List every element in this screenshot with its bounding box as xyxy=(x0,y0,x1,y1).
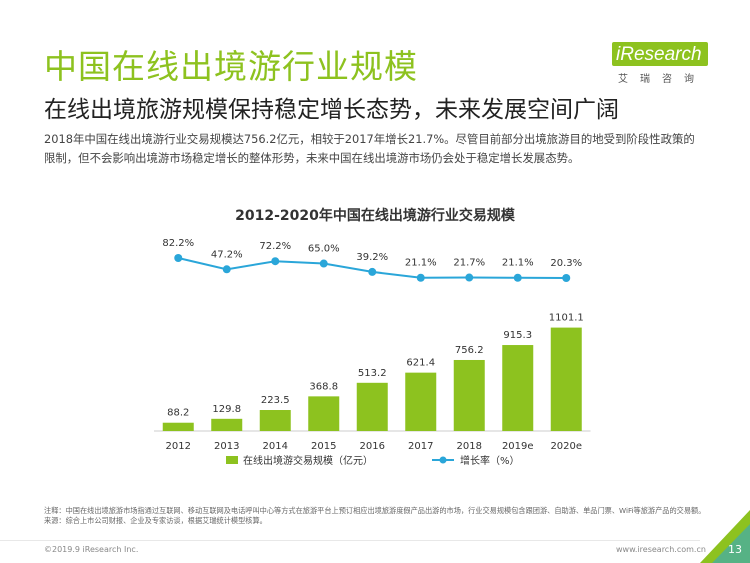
growth-value-label: 21.1% xyxy=(502,258,534,269)
bar-value-label: 1101.1 xyxy=(549,313,584,324)
x-tick-label: 2017 xyxy=(408,441,433,452)
bar xyxy=(550,327,582,431)
x-tick-label: 2020e xyxy=(550,441,582,452)
legend-line-marker xyxy=(439,456,447,464)
bar-value-label: 88.2 xyxy=(167,408,189,419)
description-text: 2018年中国在线出境游行业交易规模达756.2亿元，相较于2017年增长21.… xyxy=(44,132,695,165)
growth-point xyxy=(368,267,377,276)
bar-value-label: 621.4 xyxy=(406,358,435,369)
page-title: 中国在线出境游行业规模 xyxy=(44,47,418,86)
bar-value-label: 915.3 xyxy=(503,330,532,341)
bar xyxy=(259,410,291,431)
copyright: ©2019.9 iResearch Inc. xyxy=(44,545,139,554)
growth-point xyxy=(562,274,571,282)
growth-point xyxy=(513,273,522,282)
iresearch-logo: iResearch 艾瑞咨询 xyxy=(612,36,712,85)
growth-point xyxy=(222,265,231,274)
legend-bar-swatch xyxy=(226,456,238,464)
growth-value-label: 65.0% xyxy=(308,244,340,255)
growth-value-label: 39.2% xyxy=(356,252,388,263)
growth-point xyxy=(271,257,280,266)
footer-divider xyxy=(0,540,700,541)
page-number: 13 xyxy=(728,543,742,556)
footnote-source: 来源：综合上市公司财报、企业及专家访谈，根据艾瑞统计模型核算。 xyxy=(44,516,267,525)
footnote: 注释：中国在线出境旅游市场指通过互联网、移动互联网及电话呼叫中心等方式在旅游平台… xyxy=(44,506,714,526)
x-tick-label: 2013 xyxy=(214,441,239,452)
chart: 88.2 2012 129.8 2013 223.5 2014 368.8 2015 513.2… xyxy=(154,238,591,467)
growth-value-label: 82.2% xyxy=(162,238,194,249)
logo-subtitle: 艾瑞咨询 xyxy=(618,74,706,85)
x-tick-label: 2016 xyxy=(360,441,385,452)
growth-value-label: 21.1% xyxy=(405,258,437,269)
growth-value-label: 72.2% xyxy=(259,241,291,252)
bar-value-label: 129.8 xyxy=(212,404,241,415)
growth-point xyxy=(319,259,328,268)
x-tick-label: 2015 xyxy=(311,441,336,452)
x-tick-label: 2019e xyxy=(502,441,534,452)
legend-bar-label: 在线出境游交易规模（亿元） xyxy=(243,454,373,467)
bar-value-label: 368.8 xyxy=(309,381,338,392)
bar-value-label: 513.2 xyxy=(358,368,387,379)
page-subtitle: 在线出境旅游规模保持稳定增长态势，未来发展空间广阔 xyxy=(44,97,619,123)
x-tick-label: 2012 xyxy=(166,441,191,452)
x-tick-label: 2018 xyxy=(457,441,482,452)
growth-point xyxy=(416,273,425,282)
growth-value-label: 21.7% xyxy=(453,258,485,269)
bar xyxy=(453,359,485,431)
x-tick-label: 2014 xyxy=(263,441,288,452)
bar xyxy=(211,418,243,431)
corner-decoration xyxy=(700,510,750,563)
bar xyxy=(162,422,194,431)
footnote-note: 注释：中国在线出境旅游市场指通过互联网、移动互联网及电话呼叫中心等方式在旅游平台… xyxy=(44,506,706,515)
logo-box xyxy=(612,42,708,66)
bar-value-label: 223.5 xyxy=(261,395,290,406)
growth-value-label: 47.2% xyxy=(211,249,243,260)
growth-point xyxy=(465,273,474,282)
bar xyxy=(405,372,437,431)
chart-title: 2012-2020年中国在线出境游行业交易规模 xyxy=(235,208,515,224)
bar xyxy=(502,345,534,431)
legend-line-label: 增长率（%） xyxy=(460,454,520,467)
website-url: www.iresearch.com.cn xyxy=(616,545,706,554)
logo-name: iResearch xyxy=(616,44,702,65)
growth-point xyxy=(174,254,183,262)
growth-value-label: 20.3% xyxy=(550,258,582,269)
bar xyxy=(308,396,340,431)
bar-value-label: 756.2 xyxy=(455,345,484,356)
bar xyxy=(356,382,388,431)
